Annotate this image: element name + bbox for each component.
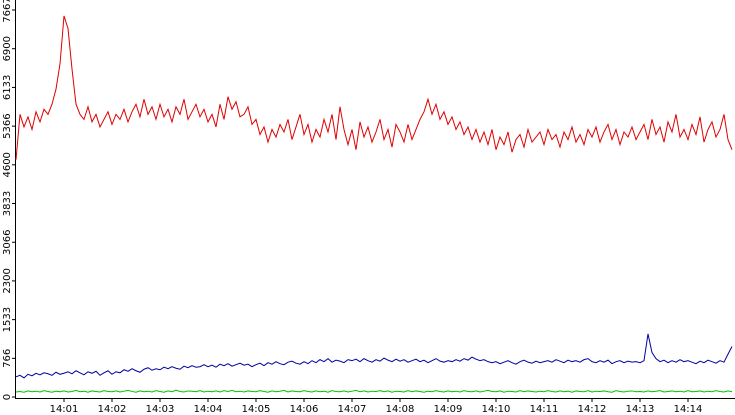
x-tick-label: 14:03 [146, 404, 175, 415]
x-tick-label: 14:12 [578, 404, 607, 415]
series-line [15, 333, 733, 379]
y-tick-label: 766 [2, 349, 13, 368]
x-tick-label: 14:13 [626, 404, 655, 415]
x-tick-label: 14:07 [338, 404, 367, 415]
y-tick-label: 1533 [2, 307, 13, 332]
x-tick-label: 14:01 [50, 404, 79, 415]
x-tick-label: 14:08 [386, 404, 415, 415]
y-tick-label: 2300 [2, 268, 13, 293]
y-tick-label: 6133 [2, 75, 13, 100]
series-line [15, 389, 733, 393]
y-tick-label: 6900 [2, 36, 13, 61]
y-tick-label: 3833 [2, 191, 13, 216]
x-tick-label: 14:14 [674, 404, 703, 415]
y-tick-label: 7667 [2, 0, 13, 23]
y-tick-label: 0 [2, 394, 13, 400]
x-tick-label: 14:11 [530, 404, 559, 415]
x-tick-label: 14:02 [98, 404, 127, 415]
x-tick-label: 14:05 [242, 404, 271, 415]
series-line [15, 15, 733, 160]
x-tick-label: 14:10 [482, 404, 511, 415]
x-tick-label: 14:09 [434, 404, 463, 415]
y-tick-label: 3066 [2, 230, 13, 255]
x-tick-label: 14:04 [194, 404, 223, 415]
x-tick-label: 14:06 [290, 404, 319, 415]
y-tick-label: 5366 [2, 113, 13, 138]
y-tick-label: 4600 [2, 152, 13, 177]
